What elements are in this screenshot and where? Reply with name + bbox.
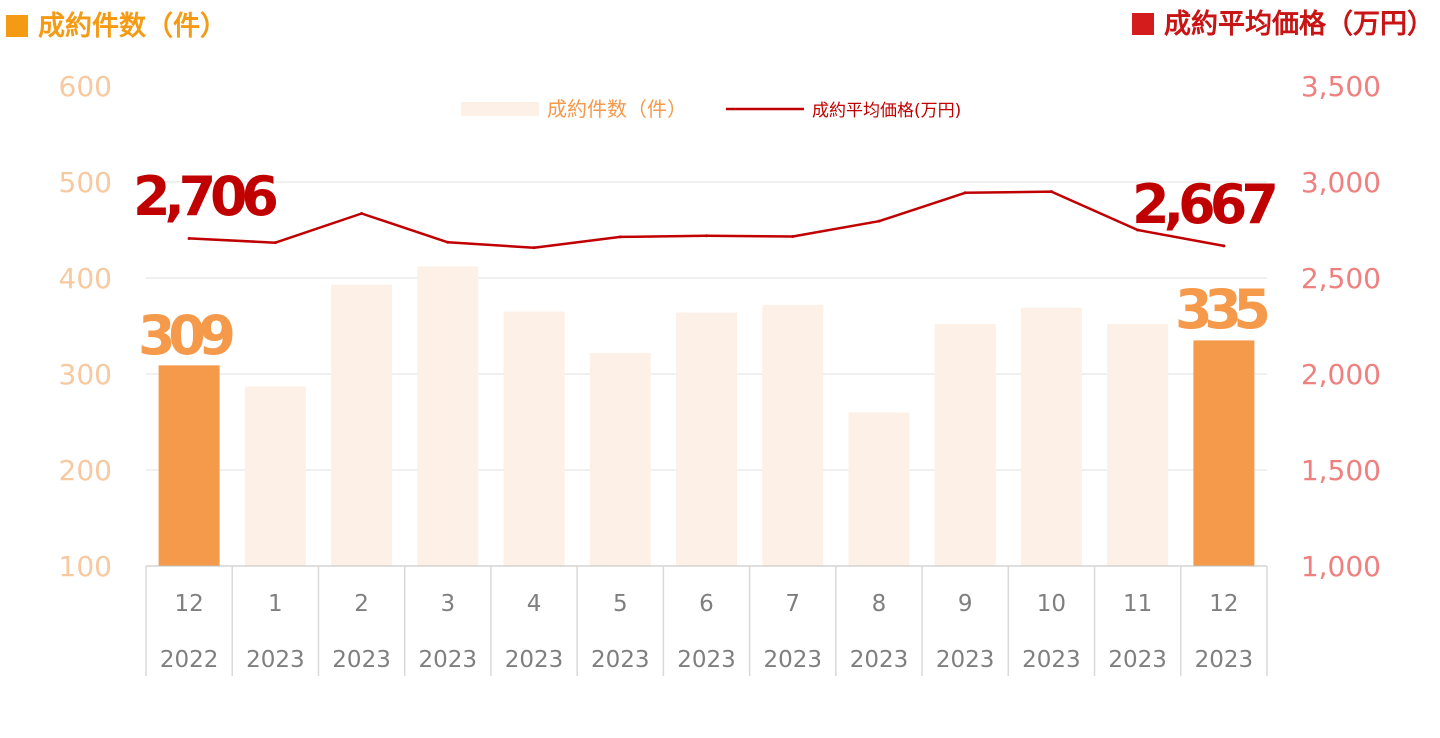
right-axis-title: 成約平均価格（万円） bbox=[1132, 2, 1434, 41]
year-label: 2023 bbox=[850, 647, 909, 673]
bar bbox=[244, 386, 306, 566]
year-label: 2023 bbox=[936, 647, 995, 673]
month-label: 12 bbox=[1209, 591, 1238, 617]
left-axis-title: 成約件数（件） bbox=[6, 4, 227, 43]
legend-line-label: 成約平均価格(万円) bbox=[812, 101, 961, 121]
legend-bar-label: 成約件数（件） bbox=[547, 97, 687, 121]
year-label: 2023 bbox=[677, 647, 736, 673]
bar bbox=[1020, 307, 1082, 566]
bar bbox=[503, 311, 565, 566]
right-axis-tick-label: 1,000 bbox=[1301, 550, 1381, 583]
line-point bbox=[791, 235, 795, 239]
line-annotation-last: 2,667 bbox=[1132, 173, 1279, 236]
year-label: 2023 bbox=[1108, 647, 1167, 673]
bar bbox=[158, 365, 220, 566]
month-label: 11 bbox=[1123, 591, 1152, 617]
month-label: 1 bbox=[268, 591, 283, 617]
year-label: 2023 bbox=[591, 647, 650, 673]
month-label: 4 bbox=[527, 591, 542, 617]
price-line bbox=[189, 190, 1225, 249]
line-point bbox=[532, 246, 536, 250]
month-label: 12 bbox=[174, 591, 203, 617]
bar bbox=[1107, 324, 1169, 566]
month-label: 3 bbox=[440, 591, 455, 617]
right-axis-tick-label: 2,500 bbox=[1301, 262, 1381, 295]
year-label: 2023 bbox=[505, 647, 564, 673]
bar bbox=[1193, 340, 1255, 566]
line-point bbox=[877, 219, 881, 223]
bar bbox=[762, 304, 824, 566]
month-label: 2 bbox=[354, 591, 369, 617]
month-label: 10 bbox=[1037, 591, 1066, 617]
month-label: 5 bbox=[613, 591, 628, 617]
left-axis-title-text: 成約件数（件） bbox=[38, 11, 227, 42]
right-axis-title-text: 成約平均価格（万円） bbox=[1164, 9, 1434, 40]
year-label: 2023 bbox=[763, 647, 822, 673]
bar bbox=[331, 284, 393, 566]
right-axis-tick-label: 3,000 bbox=[1301, 166, 1381, 199]
right-axis-tick-label: 2,000 bbox=[1301, 358, 1381, 391]
bar bbox=[417, 266, 479, 566]
left-axis-tick-label: 200 bbox=[59, 454, 112, 487]
left-axis-tick-label: 500 bbox=[59, 166, 112, 199]
month-label: 8 bbox=[872, 591, 887, 617]
line-point bbox=[1222, 244, 1226, 248]
line-point bbox=[273, 241, 277, 245]
year-label: 2022 bbox=[160, 647, 219, 673]
line-point bbox=[1136, 228, 1140, 232]
line-point bbox=[705, 234, 708, 238]
left-title-square-icon bbox=[6, 15, 28, 37]
bar bbox=[934, 324, 996, 566]
bar bbox=[589, 352, 651, 566]
line-annotation-first: 2,706 bbox=[133, 165, 279, 228]
year-label: 2023 bbox=[1195, 647, 1254, 673]
bar-annotation-last: 335 bbox=[1175, 278, 1271, 341]
line-point bbox=[1049, 190, 1053, 194]
bar bbox=[676, 312, 737, 566]
year-label: 2023 bbox=[419, 647, 478, 673]
month-label: 7 bbox=[785, 591, 800, 617]
line-point bbox=[360, 211, 364, 215]
month-label: 9 bbox=[958, 591, 973, 617]
left-axis-tick-label: 400 bbox=[59, 262, 112, 295]
bar-annotation-first: 309 bbox=[138, 304, 236, 367]
year-label: 2023 bbox=[246, 647, 305, 673]
left-axis-tick-label: 300 bbox=[59, 358, 112, 391]
right-title-square-icon bbox=[1132, 13, 1154, 35]
right-axis-tick-label: 1,500 bbox=[1301, 454, 1381, 487]
left-axis-tick-label: 600 bbox=[59, 70, 112, 103]
legend-bar-swatch bbox=[461, 102, 539, 116]
line-point bbox=[963, 191, 967, 195]
line-point bbox=[618, 235, 622, 239]
year-label: 2023 bbox=[332, 647, 391, 673]
line-point bbox=[187, 236, 191, 240]
bar bbox=[848, 412, 910, 566]
left-axis-tick-label: 100 bbox=[59, 550, 112, 583]
right-axis-tick-label: 3,500 bbox=[1301, 70, 1381, 103]
month-label: 6 bbox=[699, 591, 714, 617]
year-label: 2023 bbox=[1022, 647, 1081, 673]
line-point bbox=[446, 240, 450, 244]
